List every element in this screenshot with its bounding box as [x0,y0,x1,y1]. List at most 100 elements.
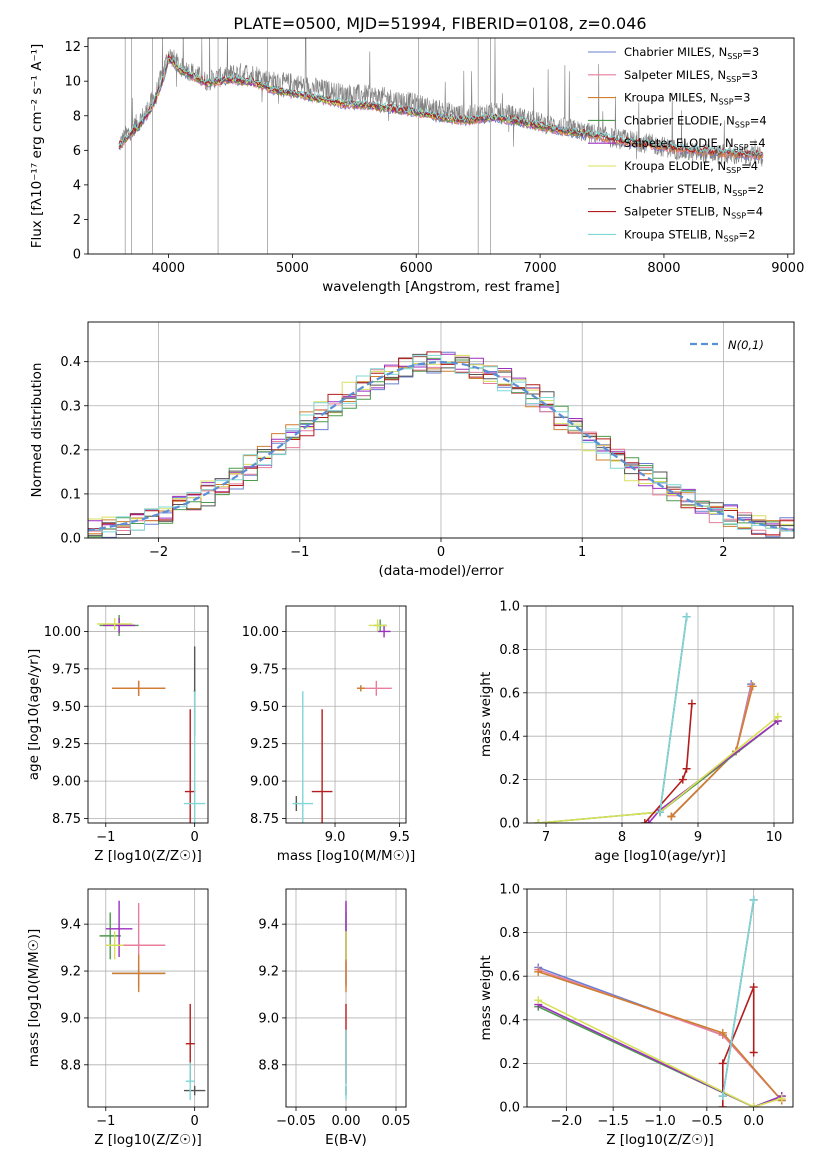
mass-weight-marker [534,996,543,1005]
y-tick-label: 0.0 [499,817,520,832]
y-tick-label: 9.00 [52,775,81,790]
x-tick-label: 9 [694,830,702,845]
data-point [112,954,166,993]
x-ticks-mass-vs-Z: −1 0 [96,1107,199,1129]
data-spectrum [118,38,764,254]
y-tick-label: 0.2 [60,443,81,458]
x-tick-label: 8000 [647,261,680,276]
axes-frame-residuals [87,321,795,539]
x-ticks-age-vs-mass: 9.0 9.5 [325,823,410,845]
y-tick-label: 0.4 [499,730,520,745]
x-tick-label: −0.05 [276,1114,316,1129]
y-tick-label: 9.75 [250,662,279,677]
y-tick-label: 0.3 [60,399,81,414]
axes-frame-age-vs-mass [285,605,407,824]
data-point [377,625,391,638]
y-ticks-spectrum: 0 2 4 6 8 10 12 [64,40,88,263]
x-axis-label-massweight-vs-Z: Z [log10(Z/Z☉)] [606,1132,714,1148]
normal-reference-curve [88,360,794,532]
y-axis-label-massweight-vs-Z: mass weight [478,955,494,1040]
y-ticks-massweight-vs-Z: 0.0 0.2 0.4 0.6 0.8 1.0 [499,883,527,1116]
x-tick-label: 7000 [524,261,557,276]
x-axis-label-spectrum: wavelength [Angstrom, rest frame] [322,279,560,295]
data-point [360,680,392,696]
data-age-vs-mass [292,619,392,823]
axes-mass-vs-Z: −1 0 8.8 9.0 9.2 9.4 Z [log10(Z/Z☉)] mass [log1… [26,888,209,1148]
plots-layer: 4000 5000 6000 7000 8000 9000024681012wavelen… [26,37,804,1148]
mass-weight-line [537,1003,783,1107]
mass-weight-marker [749,1103,758,1107]
data-mass-vs-Z [99,900,206,1100]
data-point [103,617,136,633]
y-tick-label: 0.0 [499,1101,520,1116]
mass-weight-line [644,703,693,823]
mass-weight-marker [777,1094,786,1103]
y-tick-label: 0.8 [499,926,520,941]
y-tick-label: 0.1 [60,487,81,502]
x-tick-label: 0.00 [332,1114,361,1129]
y-tick-label: 0.6 [499,686,520,701]
axes-frame-massweight-vs-age [526,605,794,824]
axes-frame-spectrum [87,37,795,255]
y-tick-label: 8.8 [60,1058,81,1073]
mass-weight-marker [534,819,543,823]
x-tick-label: 1 [578,545,586,560]
y-ticks-mass-vs-EBV: 8.8 9.0 9.2 9.4 [258,918,286,1073]
figure-title: PLATE=0500, MJD=51994, FIBERID=0108, z=0… [233,14,646,33]
x-tick-label: −1.0 [644,1114,676,1129]
mass-weight-marker [644,819,653,823]
axes-frame-massweight-vs-Z [526,888,794,1108]
y-tick-label: 4 [73,178,81,193]
x-axis-label-massweight-vs-age: age [log10(age/yr)] [594,848,726,864]
y-tick-label: 9.0 [258,1011,279,1026]
y-tick-label: 9.00 [250,775,279,790]
mass-weight-line [537,999,783,1107]
residual-histogram [88,351,794,538]
x-tick-label: −1.5 [597,1114,629,1129]
axes-frame-age-vs-Z [87,605,209,824]
legend-label: Kroupa ELODIE, NSSP=4 [624,159,758,175]
grid-mass-vs-Z [88,889,208,1107]
x-tick-label: 9.5 [389,830,410,845]
y-tick-label: 9.25 [52,737,81,752]
data-point [368,619,387,632]
y-tick-label: 0.2 [499,773,520,788]
y-tick-label: 0.8 [499,643,520,658]
y-tick-label: 2 [73,213,81,228]
x-axis-label-mass-vs-Z: Z [log10(Z/Z☉)] [94,1132,202,1148]
x-tick-label: 2 [719,545,727,560]
y-tick-label: 0.4 [499,1013,520,1028]
mass-weight-marker [682,764,691,773]
mass-weight-marker [748,682,757,691]
mass-weight-marker [749,895,758,904]
data-age-vs-Z [96,614,206,823]
y-tick-label: 9.50 [52,700,81,715]
x-tick-label: 6000 [400,261,433,276]
mass-weight-marker [656,808,664,817]
data-point [184,1085,206,1096]
axes-frame-mass-vs-Z [87,888,209,1108]
y-axis-label-residuals: Normed distribution [29,363,45,498]
mass-weight-marker [682,612,691,621]
y-axis-label-massweight-vs-age: mass weight [478,672,494,757]
plot-area-mass-vs-EBV [286,889,406,1107]
legend-label: Salpeter MILES, NSSP=3 [624,68,758,84]
plot-area-massweight-vs-Z [527,889,793,1107]
mass-weight-marker [678,775,687,784]
data-point [184,709,196,823]
y-tick-label: 6 [73,144,81,159]
legend-label: Chabrier STELIB, NSSP=2 [624,182,764,198]
data-point [356,685,365,692]
data-massweight-vs-age [534,612,782,823]
y-tick-label: 8.8 [258,1058,279,1073]
data-point [185,1062,195,1100]
data-point [184,691,206,823]
data-residuals [88,351,794,538]
x-tick-label: 9000 [771,261,804,276]
x-tick-label: −1 [96,1114,115,1129]
x-tick-label: 5000 [276,261,309,276]
x-tick-label: 0.0 [743,1114,764,1129]
x-ticks-massweight-vs-age: 7 8 9 10 [542,823,782,845]
